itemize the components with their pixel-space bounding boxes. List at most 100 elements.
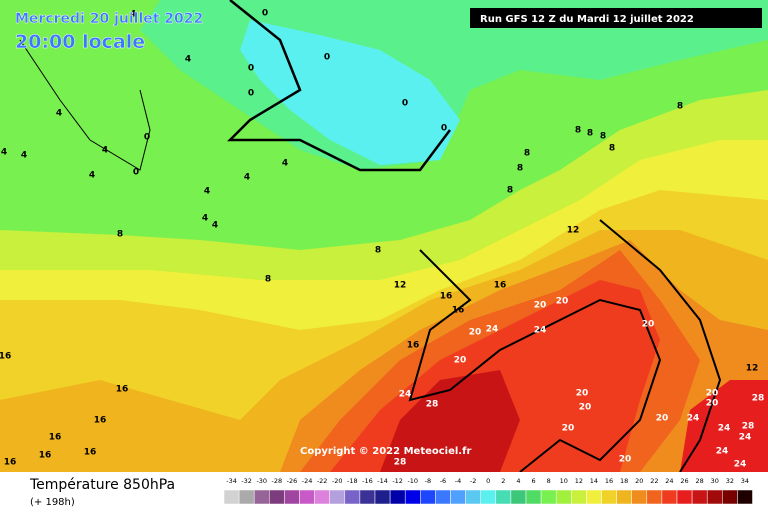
contour-label: 0: [324, 53, 330, 63]
scale-swatch: [601, 489, 617, 505]
contour-label: 4: [282, 159, 288, 169]
scale-label: 8: [547, 477, 551, 485]
field: [0, 0, 768, 473]
contour-label: 20: [534, 301, 547, 311]
scale-swatch: [344, 489, 361, 505]
valid-time: 20:00 locale: [15, 31, 145, 53]
scale-swatch: [540, 489, 557, 505]
contour-label: 8: [677, 102, 683, 112]
contour-label: 0: [144, 133, 150, 143]
scale-swatch: [223, 489, 240, 505]
footer-title: Température 850hPa: [29, 477, 175, 493]
scale-label: -10: [407, 477, 418, 485]
scale-swatch: [555, 489, 572, 505]
scale-swatch: [616, 489, 632, 505]
contour-label: 24: [399, 390, 412, 400]
color-scale: -34 -32 -30 -28 -26 -24 -22 -20 -18 -16 -14 -12 -10-…: [223, 477, 753, 505]
scale-label: 22: [650, 477, 658, 485]
contour-label: 4: [185, 55, 191, 65]
contour-label: 16: [4, 458, 17, 468]
scale-swatch: [420, 489, 436, 505]
contour-label: 8: [600, 132, 606, 142]
scale-label: 2: [501, 477, 505, 485]
scale-label: -28: [272, 477, 283, 485]
contour-label: 8: [375, 246, 381, 256]
scale-swatch: [525, 489, 542, 505]
contour-label: 20: [469, 328, 482, 338]
contour-label: 20: [579, 403, 592, 413]
scale-label: 30: [711, 477, 719, 485]
scale-swatch: [284, 489, 300, 505]
contour-label: 24: [734, 460, 747, 470]
valid-date: Mercredi 20 juillet 2022: [15, 11, 203, 27]
scale-label: 6: [531, 477, 535, 485]
contour-label: 0: [262, 9, 268, 19]
scale-swatch: [450, 489, 466, 505]
contour-label: 4: [212, 221, 218, 231]
contour-label: 12: [394, 281, 407, 291]
scale-label: 16: [605, 477, 613, 485]
scale-label: -6: [440, 477, 446, 485]
scale-label: -14: [377, 477, 388, 485]
contour-label: 28: [742, 422, 755, 432]
scale-swatch: [329, 489, 346, 505]
scale-label: 0: [486, 477, 490, 485]
contour-label: 0: [441, 124, 447, 134]
contour-label: 4: [202, 214, 208, 224]
contour-label: 4: [89, 171, 95, 181]
contour-label: 20: [656, 414, 669, 424]
scale-label: 14: [590, 477, 598, 485]
scale-swatch: [480, 489, 497, 505]
contour-label: 8: [117, 230, 123, 240]
scale-label: -24: [302, 477, 313, 485]
contour-label: 28: [394, 458, 407, 468]
contour-label: 8: [524, 149, 530, 159]
contour-label: 20: [556, 297, 569, 307]
scale-swatch: [389, 489, 406, 505]
scale-label: -2: [470, 477, 476, 485]
contour-label: 8: [265, 275, 271, 285]
scale-label: -20: [332, 477, 343, 485]
contour-label: 24: [739, 433, 752, 443]
scale-swatch: [722, 489, 738, 505]
scale-swatch: [435, 489, 451, 505]
scale-label: 26: [680, 477, 688, 485]
scale-label: 4: [516, 477, 520, 485]
scale-label: -34: [226, 477, 237, 485]
scale-swatch: [238, 489, 255, 505]
contour-label: 8: [575, 126, 581, 136]
scale-label: -12: [392, 477, 403, 485]
contour-label: 4: [204, 187, 210, 197]
contour-label: 16: [39, 451, 52, 461]
scale-swatch: [676, 489, 693, 505]
contour-label: 16: [407, 341, 420, 351]
scale-label: -30: [256, 477, 267, 485]
scale-swatch: [359, 489, 376, 505]
contour-label: 24: [486, 325, 499, 335]
scale-swatch: [691, 489, 708, 505]
scale-label: -22: [317, 477, 328, 485]
contour-label: 24: [718, 424, 731, 434]
contour-label: 28: [752, 394, 765, 404]
contour-label: 16: [440, 292, 453, 302]
scale-swatch: [465, 489, 481, 505]
contour-label: 24: [687, 414, 700, 424]
contour-label: 20: [576, 389, 589, 399]
contour-label: 16: [116, 385, 129, 395]
scale-swatch: [253, 489, 270, 505]
footer-lead: (+ 198h): [30, 497, 75, 508]
scale-swatch: [510, 489, 527, 505]
contour-label: 16: [452, 306, 465, 316]
scale-swatch: [404, 489, 421, 505]
contour-label: 4: [102, 146, 108, 156]
contour-label: 16: [84, 448, 97, 458]
scale-label: 28: [696, 477, 704, 485]
scale-label: 24: [665, 477, 673, 485]
scale-swatch: [299, 489, 315, 505]
contour-label: 20: [706, 399, 719, 409]
scale-label: -26: [287, 477, 298, 485]
scale-swatch: [314, 489, 330, 505]
contour-label: 0: [133, 168, 139, 178]
contour-label: 4: [130, 10, 136, 20]
